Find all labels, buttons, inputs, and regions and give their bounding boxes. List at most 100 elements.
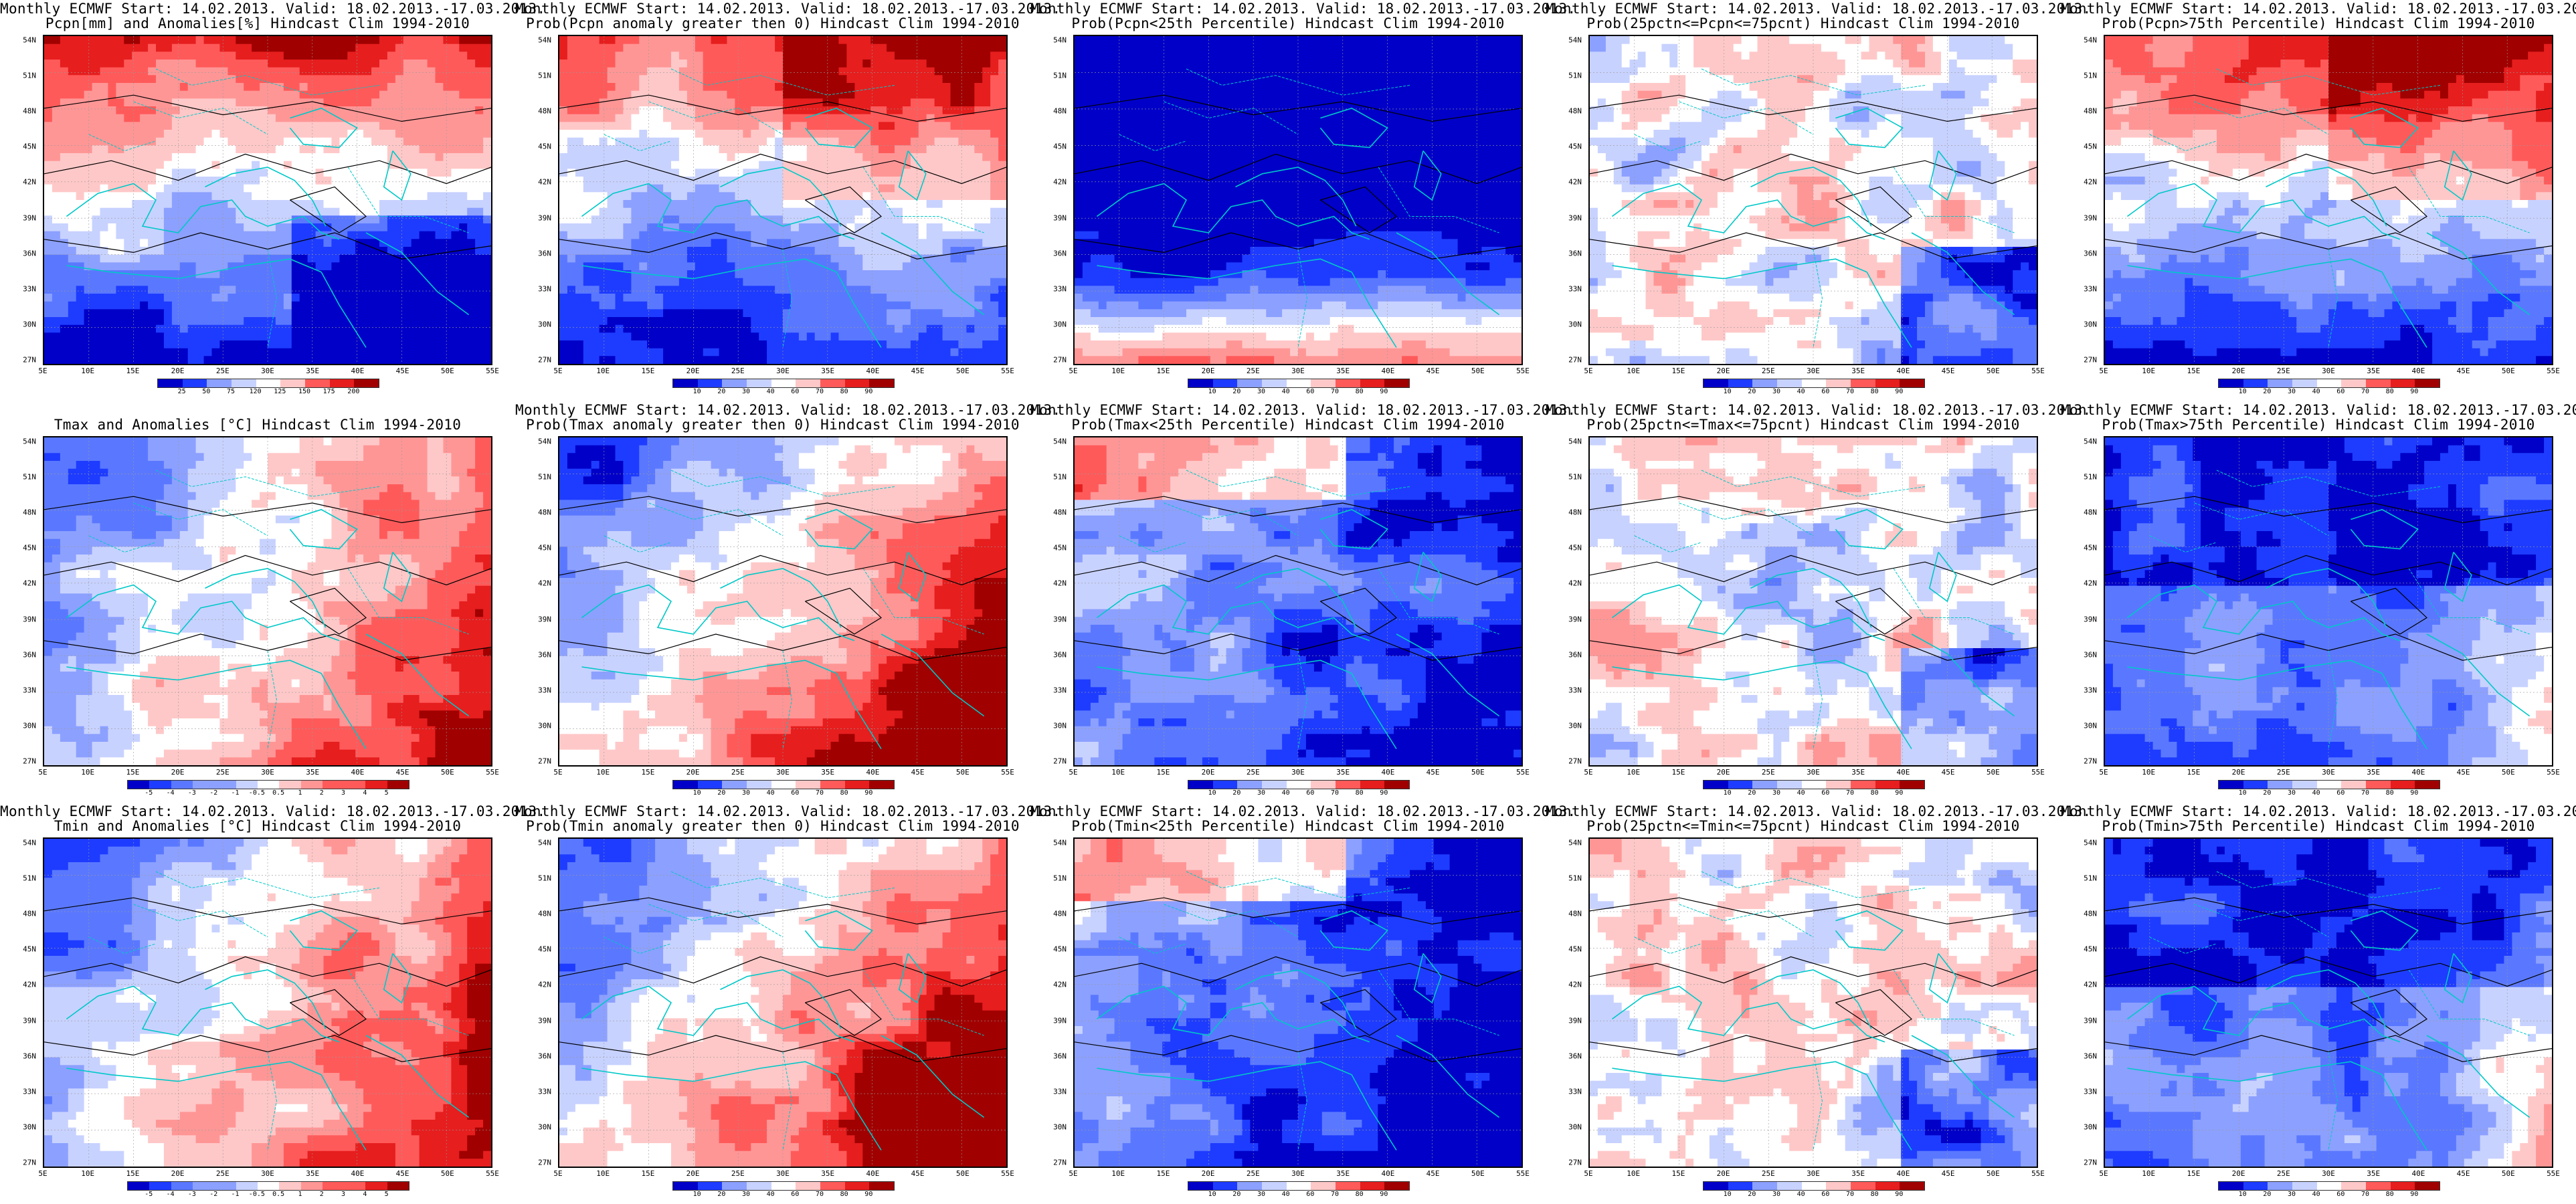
legend-swatch (2316, 781, 2342, 789)
longitude-tick-label: 50E (1471, 367, 1485, 375)
legend-swatch (844, 379, 870, 387)
legend-tick-label: 10 (1208, 388, 1216, 395)
longitude-tick-label: 40E (1381, 367, 1394, 375)
legend-tick-label: 10 (1724, 388, 1732, 395)
latitude-tick-label: 42N (1568, 579, 1582, 588)
latitude-tick-label: 51N (23, 72, 36, 80)
legend-swatch (1311, 1182, 1336, 1190)
legend-tick-label: 80 (840, 1191, 848, 1198)
legend-swatch (1826, 1182, 1851, 1190)
latitude-tick-label: 36N (1568, 650, 1582, 659)
legend-swatch (1384, 1182, 1410, 1190)
panel-title-line1: Monthly ECMWF Start: 14.02.2013. Valid: … (1546, 804, 2091, 819)
legend-swatch (820, 1182, 845, 1190)
legend-swatch (2415, 1182, 2440, 1190)
longitude-tick-label: 20E (1202, 768, 1215, 777)
forecast-panel: Monthly ECMWF Start: 14.02.2013. Valid: … (515, 0, 1061, 401)
longitude-tick-label: 5E (1584, 1169, 1592, 1178)
latitude-tick-label: 42N (538, 579, 551, 588)
legend-tick-label: 20 (1232, 789, 1240, 797)
latitude-tick-label: 51N (2084, 473, 2097, 482)
legend-tick-label: 75 (227, 388, 235, 395)
legend-swatch (697, 1182, 723, 1190)
latitude-tick-label: 30N (2084, 320, 2097, 328)
color-legend-labels: 10 20 30 40 60 70 80 90 (1188, 789, 1408, 799)
longitude-axis: 5E 10E 15E 20E 25E 30E 35E 40E 45E 50E 55E (1584, 367, 2045, 376)
latitude-tick-label: 48N (2084, 910, 2097, 918)
latitude-tick-label: 51N (1568, 473, 1582, 482)
longitude-tick-label: 30E (1807, 367, 1820, 375)
legend-tick-label: 20 (2263, 1191, 2271, 1198)
color-legend (1188, 1181, 1410, 1191)
longitude-tick-label: 40E (1896, 1169, 1910, 1178)
longitude-tick-label: 15E (1671, 1169, 1685, 1178)
latitude-tick-label: 42N (23, 178, 36, 187)
longitude-tick-label: 20E (1717, 367, 1730, 375)
color-legend (2218, 1181, 2440, 1191)
latitude-tick-label: 54N (538, 437, 551, 446)
latitude-tick-label: 39N (2084, 1016, 2097, 1025)
longitude-tick-label: 40E (866, 1169, 879, 1178)
latitude-tick-label: 42N (1568, 178, 1582, 187)
latitude-tick-label: 39N (23, 1016, 36, 1025)
panel-title: Monthly ECMWF Start: 14.02.2013. Valid: … (515, 1, 1061, 31)
legend-swatch (300, 781, 323, 789)
color-legend-labels: 10 20 30 40 60 70 80 90 (1188, 1191, 1408, 1200)
longitude-tick-label: 25E (216, 1169, 229, 1178)
legend-tick-label: 80 (840, 789, 848, 797)
panel-title: Monthly ECMWF Start: 14.02.2013. Valid: … (0, 804, 545, 833)
longitude-tick-label: 20E (686, 367, 700, 375)
legend-swatch (1336, 379, 1360, 387)
panel-title: Monthly ECMWF Start: 14.02.2013. Valid: … (1030, 403, 1576, 432)
latitude-tick-label: 54N (2084, 839, 2097, 847)
latitude-tick-label: 48N (1053, 508, 1067, 517)
latitude-tick-label: 42N (538, 981, 551, 989)
map-field (559, 437, 1006, 765)
legend-swatch (2366, 379, 2391, 387)
color-legend-labels: -5 -4 -3 -2 -1 -0.5 0.5 1 2 3 4 5 (127, 789, 408, 799)
longitude-tick-label: 35E (1851, 367, 1865, 375)
legend-tick-label: 80 (2386, 1191, 2394, 1198)
legend-swatch (236, 781, 258, 789)
color-legend (127, 1181, 409, 1191)
longitude-tick-label: 35E (1336, 367, 1350, 375)
latitude-tick-label: 51N (1568, 72, 1582, 80)
legend-tick-label: 40 (767, 388, 775, 395)
longitude-tick-label: 10E (1111, 768, 1125, 777)
latitude-tick-label: 30N (1053, 320, 1067, 328)
legend-swatch (2243, 1182, 2268, 1190)
legend-tick-label: 70 (1846, 388, 1854, 395)
legend-tick-label: 70 (2361, 388, 2369, 395)
longitude-tick-label: 20E (686, 768, 700, 777)
latitude-tick-label: 45N (2084, 142, 2097, 151)
latitude-tick-label: 48N (1053, 107, 1067, 116)
legend-swatch (1262, 781, 1287, 789)
longitude-axis: 5E 10E 15E 20E 25E 30E 35E 40E 45E 50E 55E (2099, 367, 2560, 376)
longitude-tick-label: 35E (821, 768, 834, 777)
legend-swatch (1188, 781, 1213, 789)
legend-tick-label: 0.5 (272, 1191, 284, 1198)
legend-tick-label: 90 (864, 388, 872, 395)
legend-tick-label: 90 (1380, 789, 1388, 797)
legend-swatch (771, 379, 796, 387)
longitude-tick-label: 35E (1851, 768, 1865, 777)
color-legend (1188, 780, 1410, 789)
panel-title: Monthly ECMWF Start: 14.02.2013. Valid: … (1546, 804, 2091, 833)
latitude-axis: 54N 51N 48N 45N 42N 39N 36N 33N 30N 27N (515, 837, 555, 1168)
longitude-tick-label: 50E (956, 1169, 970, 1178)
map-field (2105, 36, 2552, 364)
legend-tick-label: 60 (791, 1191, 799, 1198)
latitude-axis: 54N 51N 48N 45N 42N 39N 36N 33N 30N 27N (1546, 35, 1586, 365)
legend-tick-label: 40 (1797, 1191, 1805, 1198)
longitude-tick-label: 40E (1896, 768, 1910, 777)
legend-swatch (280, 379, 306, 387)
latitude-tick-label: 42N (2084, 178, 2097, 187)
longitude-tick-label: 30E (1807, 1169, 1820, 1178)
longitude-tick-label: 45E (2457, 768, 2470, 777)
longitude-tick-label: 25E (216, 367, 229, 375)
latitude-tick-label: 30N (1053, 721, 1067, 730)
legend-tick-label: 0.5 (272, 789, 284, 797)
legend-tick-label: 20 (1748, 789, 1756, 797)
legend-swatch (722, 781, 747, 789)
legend-tick-label: 10 (1724, 1191, 1732, 1198)
